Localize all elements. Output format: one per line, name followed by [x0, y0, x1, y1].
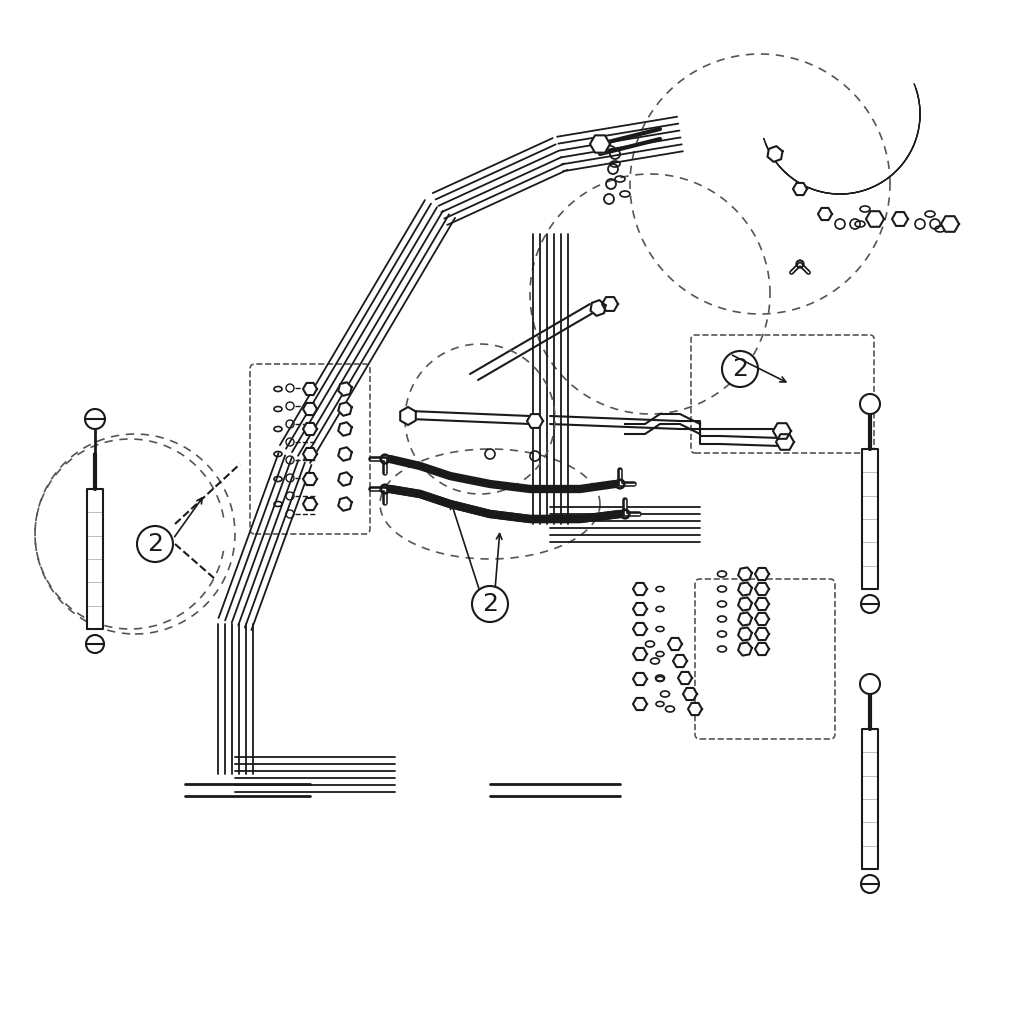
Polygon shape [633, 698, 647, 710]
Polygon shape [400, 407, 416, 425]
Text: 2: 2 [482, 592, 498, 616]
Polygon shape [755, 643, 769, 655]
Polygon shape [755, 583, 769, 595]
Polygon shape [862, 729, 878, 869]
Polygon shape [633, 603, 647, 615]
Polygon shape [688, 702, 702, 715]
Polygon shape [892, 212, 908, 226]
Circle shape [472, 586, 508, 622]
Polygon shape [303, 423, 317, 435]
Polygon shape [773, 423, 791, 439]
Polygon shape [673, 655, 687, 667]
Polygon shape [755, 598, 769, 610]
Polygon shape [738, 597, 752, 610]
Polygon shape [755, 613, 769, 625]
Circle shape [860, 674, 880, 694]
Polygon shape [338, 402, 352, 416]
Polygon shape [683, 688, 697, 700]
Polygon shape [590, 135, 610, 153]
Polygon shape [633, 623, 647, 635]
Polygon shape [602, 297, 618, 311]
Circle shape [137, 526, 173, 562]
Circle shape [86, 635, 104, 653]
Circle shape [85, 409, 105, 429]
Polygon shape [303, 383, 317, 395]
Circle shape [861, 874, 879, 893]
Polygon shape [303, 498, 317, 510]
Polygon shape [767, 146, 782, 162]
Polygon shape [866, 211, 884, 226]
Polygon shape [941, 216, 959, 231]
Polygon shape [338, 382, 352, 395]
Polygon shape [862, 449, 878, 589]
Polygon shape [776, 434, 794, 450]
Polygon shape [87, 489, 103, 629]
Circle shape [722, 351, 758, 387]
Polygon shape [633, 673, 647, 685]
Polygon shape [668, 638, 682, 650]
Polygon shape [738, 642, 752, 655]
Polygon shape [338, 447, 352, 461]
Circle shape [860, 394, 880, 414]
Polygon shape [755, 628, 769, 640]
Text: 2: 2 [147, 532, 163, 556]
Polygon shape [303, 402, 317, 415]
Circle shape [861, 595, 879, 613]
Polygon shape [338, 472, 352, 485]
Polygon shape [755, 568, 769, 580]
Polygon shape [338, 422, 352, 436]
Polygon shape [738, 583, 752, 596]
Polygon shape [738, 628, 752, 641]
Polygon shape [738, 567, 752, 581]
Polygon shape [738, 612, 752, 626]
Polygon shape [303, 447, 317, 460]
Polygon shape [818, 208, 831, 220]
Polygon shape [633, 648, 647, 660]
Polygon shape [303, 473, 317, 485]
Polygon shape [678, 672, 692, 684]
Polygon shape [591, 300, 605, 315]
Polygon shape [338, 498, 352, 511]
Polygon shape [633, 583, 647, 595]
Polygon shape [527, 414, 543, 428]
Text: 2: 2 [732, 357, 748, 381]
Polygon shape [793, 183, 807, 195]
